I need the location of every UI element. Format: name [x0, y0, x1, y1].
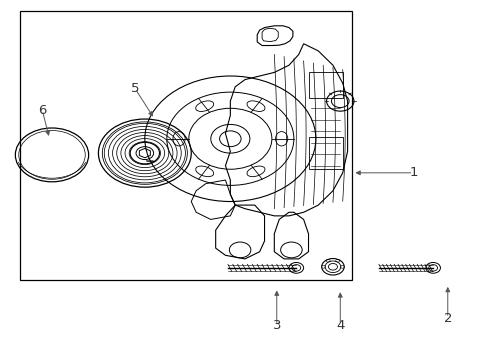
Text: 6: 6 — [38, 104, 47, 117]
Bar — [20, 12, 352, 280]
Text: 3: 3 — [272, 319, 281, 332]
Text: 1: 1 — [409, 166, 418, 179]
Text: 4: 4 — [336, 319, 344, 332]
Text: 2: 2 — [443, 311, 452, 325]
Text: 5: 5 — [131, 82, 139, 95]
